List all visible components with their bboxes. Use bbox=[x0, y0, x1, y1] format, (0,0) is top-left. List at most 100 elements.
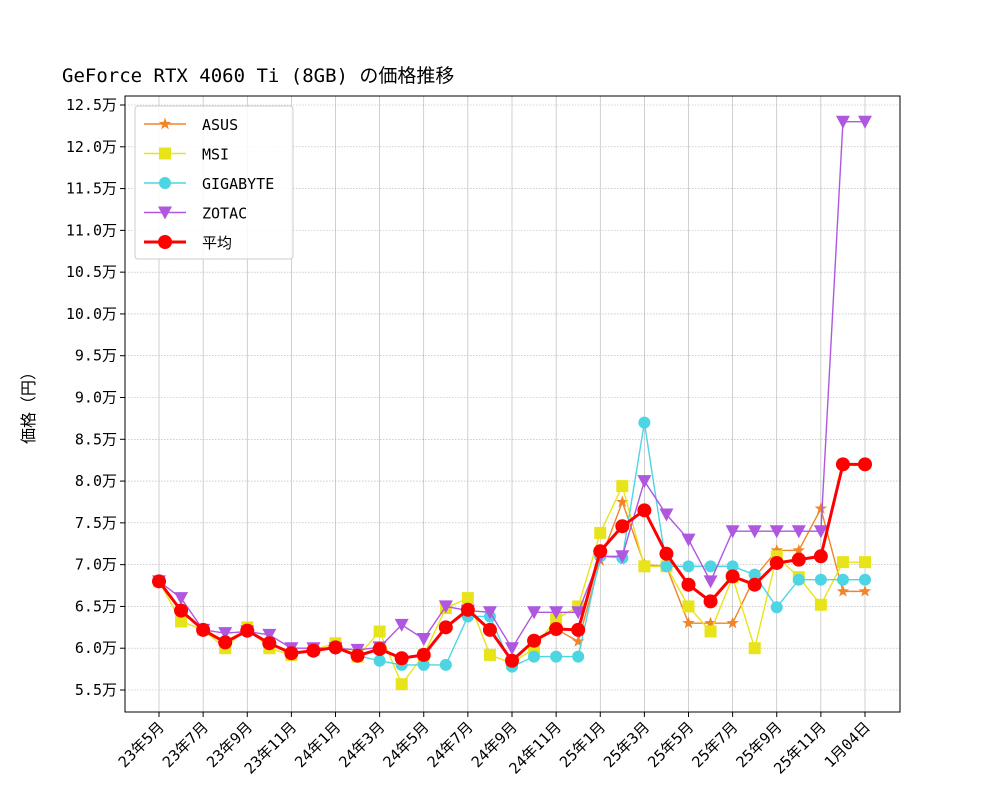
y-tick-label: 6.0万 bbox=[75, 639, 117, 657]
series-平均 bbox=[152, 457, 872, 668]
data-point bbox=[593, 544, 608, 559]
data-point bbox=[549, 621, 564, 636]
data-point bbox=[835, 457, 850, 472]
data-point bbox=[814, 573, 827, 586]
data-point bbox=[703, 575, 718, 589]
x-tick-label: 1月04日 bbox=[821, 718, 874, 771]
y-tick-label: 6.5万 bbox=[75, 597, 117, 615]
y-tick-label: 10.5万 bbox=[66, 263, 117, 281]
data-point bbox=[858, 115, 872, 129]
data-point bbox=[814, 598, 827, 611]
data-point bbox=[791, 552, 806, 567]
data-point bbox=[615, 550, 630, 564]
data-point bbox=[152, 574, 166, 589]
data-point bbox=[394, 618, 409, 632]
legend-marker bbox=[159, 147, 171, 160]
data-point bbox=[792, 543, 805, 556]
data-point bbox=[770, 601, 783, 614]
data-point bbox=[747, 577, 762, 592]
data-point bbox=[726, 560, 739, 573]
data-point bbox=[284, 646, 299, 661]
data-point bbox=[726, 616, 739, 629]
data-point bbox=[835, 115, 850, 129]
data-point bbox=[748, 568, 761, 581]
data-point bbox=[527, 606, 542, 620]
data-point bbox=[571, 622, 586, 637]
x-tick-label: 24年5月 bbox=[379, 718, 432, 771]
data-point bbox=[372, 642, 387, 657]
data-point bbox=[616, 480, 629, 493]
data-point bbox=[174, 603, 189, 618]
data-point bbox=[836, 556, 849, 569]
data-point bbox=[704, 616, 717, 629]
legend: ASUS MSI GIGABYTE ZOTAC 平均 bbox=[134, 105, 294, 260]
data-point bbox=[550, 650, 563, 663]
data-point bbox=[571, 606, 586, 620]
x-tick-label: 25年1月 bbox=[556, 718, 609, 771]
y-tick-label: 10.0万 bbox=[66, 305, 117, 323]
data-point bbox=[395, 678, 408, 691]
x-tick-label: 23年7月 bbox=[159, 718, 212, 771]
data-point bbox=[482, 622, 497, 637]
data-point bbox=[572, 650, 585, 663]
data-point bbox=[416, 633, 431, 647]
data-point bbox=[594, 526, 607, 539]
data-point bbox=[482, 606, 497, 620]
x-tick-label: 24年1月 bbox=[291, 718, 344, 771]
legend-label: MSI bbox=[202, 146, 229, 164]
data-point bbox=[836, 584, 850, 597]
data-point bbox=[262, 628, 277, 642]
y-tick-label: 11.5万 bbox=[66, 180, 117, 198]
data-point bbox=[681, 577, 696, 592]
data-point bbox=[638, 416, 651, 429]
data-point bbox=[748, 642, 761, 655]
data-point bbox=[637, 475, 652, 489]
data-point bbox=[616, 495, 629, 508]
data-point bbox=[438, 620, 453, 635]
data-point bbox=[328, 640, 343, 655]
data-point bbox=[373, 654, 386, 667]
data-point bbox=[703, 594, 718, 609]
data-point bbox=[813, 549, 828, 564]
data-point bbox=[350, 648, 365, 663]
data-point bbox=[549, 606, 564, 620]
data-point bbox=[483, 648, 496, 661]
data-point bbox=[196, 622, 211, 637]
data-point bbox=[615, 519, 630, 534]
data-point bbox=[681, 533, 696, 547]
data-point bbox=[439, 658, 452, 671]
data-point bbox=[505, 642, 519, 656]
data-point bbox=[262, 636, 277, 651]
data-point bbox=[660, 560, 673, 573]
y-tick-label: 12.0万 bbox=[66, 138, 117, 156]
data-point bbox=[682, 616, 695, 629]
data-point bbox=[682, 600, 695, 613]
x-tick-label: 25年7月 bbox=[688, 718, 741, 771]
data-point bbox=[175, 615, 188, 628]
data-point bbox=[394, 651, 409, 666]
data-point bbox=[438, 600, 453, 614]
legend-marker bbox=[158, 235, 172, 249]
legend-marker bbox=[159, 177, 171, 189]
legend-label: ASUS bbox=[202, 116, 238, 134]
x-tick-label: 23年5月 bbox=[115, 718, 168, 771]
data-point bbox=[859, 573, 871, 586]
data-point bbox=[725, 525, 740, 539]
data-point bbox=[704, 625, 717, 638]
data-point bbox=[704, 560, 717, 573]
data-point bbox=[373, 625, 386, 638]
y-axis-label: 価格（円） bbox=[19, 364, 38, 444]
y-tick-label: 9.5万 bbox=[75, 347, 117, 365]
data-point bbox=[416, 647, 431, 662]
data-point bbox=[747, 525, 762, 539]
data-point bbox=[218, 635, 233, 650]
data-point bbox=[859, 556, 871, 569]
y-tick-label: 7.5万 bbox=[75, 514, 117, 532]
data-point bbox=[770, 543, 783, 556]
data-point bbox=[814, 502, 828, 514]
data-point bbox=[813, 525, 828, 539]
legend-label: GIGABYTE bbox=[202, 175, 274, 193]
data-point bbox=[791, 525, 806, 539]
data-point bbox=[528, 650, 541, 663]
